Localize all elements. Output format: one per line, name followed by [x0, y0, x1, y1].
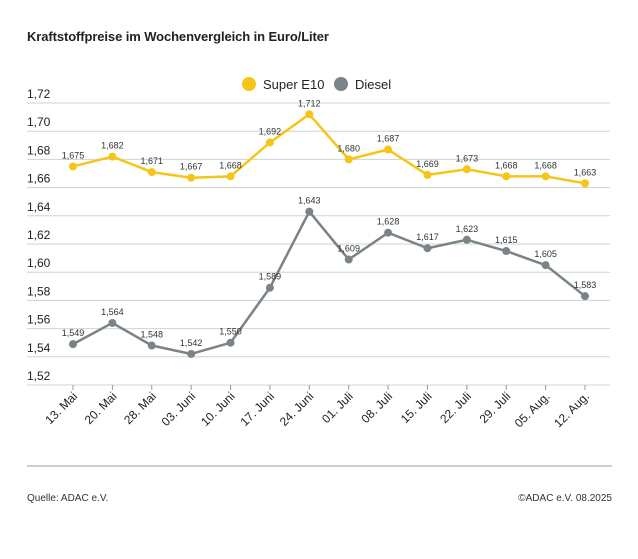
data-label-diesel: 1,615: [495, 235, 518, 245]
y-tick-label: 1,60: [27, 256, 51, 270]
data-label-diesel: 1,549: [62, 328, 85, 338]
data-label-diesel: 1,564: [101, 307, 124, 317]
data-point-super-e10: [147, 168, 156, 177]
data-label-diesel: 1,617: [416, 232, 439, 242]
y-tick-label: 1,56: [27, 313, 51, 327]
data-label-super-e10: 1,680: [337, 143, 360, 153]
y-tick-label: 1,70: [27, 115, 51, 129]
legend-label: Diesel: [355, 77, 391, 92]
data-point-super-e10: [69, 162, 77, 171]
data-label-super-e10: 1,669: [416, 159, 439, 169]
legend-marker-super-e10: [242, 77, 256, 91]
legend-marker-diesel: [334, 77, 348, 91]
data-point-super-e10: [187, 173, 196, 182]
x-axis: 13. Mai 20. Mai 28. Mai 03. Juni 10. Juni 17.…: [42, 385, 592, 430]
data-label-diesel: 1,583: [574, 280, 597, 290]
data-point-super-e10: [344, 155, 353, 164]
data-point-diesel: [541, 261, 550, 270]
x-tick-label: 24. Juni: [277, 389, 317, 429]
x-tick-label: 15. Juli: [398, 389, 435, 426]
data-point-super-e10: [305, 110, 314, 119]
data-point-super-e10: [226, 172, 235, 181]
data-point-diesel: [305, 207, 314, 216]
series-line-diesel: [72, 210, 586, 356]
y-tick-label: 1,58: [27, 284, 51, 298]
y-tick-label: 1,62: [27, 228, 51, 242]
x-tick-label: 12. Aug.: [551, 389, 592, 430]
data-label-diesel: 1,643: [298, 196, 321, 206]
data-label-diesel: 1,628: [377, 217, 400, 227]
data-point-diesel: [187, 349, 196, 358]
data-point-diesel: [384, 228, 393, 237]
legend-label: Super E10: [263, 77, 324, 92]
grid-lines: [27, 102, 610, 386]
x-tick-label: 03. Juni: [159, 389, 199, 429]
data-point-diesel: [423, 244, 432, 253]
data-point-super-e10: [462, 165, 471, 174]
y-tick-label: 1,54: [27, 341, 51, 355]
y-tick-label: 1,68: [27, 143, 51, 157]
copyright-note: ©ADAC e.V. 08.2025: [518, 493, 612, 504]
data-point-diesel: [69, 340, 77, 349]
data-label-diesel: 1,548: [141, 330, 164, 340]
data-label-super-e10: 1,668: [219, 160, 242, 170]
x-tick-label: 13. Mai: [42, 389, 80, 427]
data-point-super-e10: [502, 172, 511, 181]
data-label-diesel: 1,605: [534, 249, 557, 259]
data-label-super-e10: 1,675: [62, 150, 85, 160]
data-point-diesel: [502, 247, 511, 256]
line-chart: 1,52 1,54 1,56 1,58 1,60 1,62 1,64 1,66 1,68 1,70…: [27, 77, 610, 430]
data-point-super-e10: [541, 172, 550, 181]
x-tick-label: 22. Juli: [437, 389, 474, 426]
data-point-super-e10: [265, 138, 274, 147]
data-point-diesel: [581, 292, 589, 301]
data-point-super-e10: [423, 170, 432, 179]
y-tick-label: 1,52: [27, 369, 51, 383]
x-tick-label: 17. Juni: [237, 389, 277, 429]
data-point-super-e10: [581, 179, 589, 188]
data-label-super-e10: 1,687: [377, 134, 400, 144]
data-label-super-e10: 1,682: [101, 141, 124, 151]
x-tick-label: 28. Mai: [121, 389, 159, 427]
x-tick-label: 05. Aug.: [512, 389, 553, 430]
series-line-super-e10: [72, 113, 586, 185]
data-label-super-e10: 1,712: [298, 98, 321, 108]
data-point-super-e10: [108, 152, 117, 161]
data-point-super-e10: [384, 145, 393, 154]
x-tick-label: 01. Juli: [319, 389, 356, 426]
data-point-diesel: [265, 283, 274, 292]
data-label-super-e10: 1,667: [180, 162, 203, 172]
data-point-diesel: [226, 338, 235, 347]
x-tick-label: 08. Juli: [358, 389, 395, 426]
data-label-super-e10: 1,668: [495, 160, 518, 170]
source-note: Quelle: ADAC e.V.: [27, 493, 109, 504]
data-label-super-e10: 1,663: [574, 167, 597, 177]
data-label-diesel: 1,609: [337, 244, 360, 254]
x-tick-label: 20. Mai: [82, 389, 120, 427]
data-point-diesel: [147, 341, 156, 350]
data-point-diesel: [344, 255, 353, 264]
y-axis: 1,52 1,54 1,56 1,58 1,60 1,62 1,64 1,66 1,68 1,70…: [27, 87, 51, 383]
data-label-diesel: 1,542: [180, 338, 203, 348]
y-tick-label: 1,66: [27, 172, 51, 186]
data-label-diesel: 1,623: [456, 224, 479, 234]
legend: Super E10 Diesel: [242, 77, 391, 92]
series-group: 1,675 1,682 1,671 1,667 1,668 1,692 1,712 1,680…: [62, 98, 597, 358]
data-label-diesel: 1,589: [259, 272, 282, 282]
data-point-diesel: [462, 235, 471, 244]
data-label-super-e10: 1,673: [456, 153, 479, 163]
x-tick-label: 29. Juli: [477, 389, 514, 426]
x-tick-label: 10. Juni: [198, 389, 238, 429]
data-point-diesel: [108, 318, 117, 327]
footer-divider: [27, 465, 612, 467]
data-label-super-e10: 1,668: [534, 160, 557, 170]
data-label-super-e10: 1,671: [141, 156, 164, 166]
y-tick-label: 1,72: [27, 87, 51, 101]
chart-title: Kraftstoffpreise im Wochenvergleich in E…: [27, 29, 329, 44]
y-tick-label: 1,64: [27, 200, 51, 214]
data-label-diesel: 1,550: [219, 327, 242, 337]
data-label-super-e10: 1,692: [259, 126, 282, 136]
